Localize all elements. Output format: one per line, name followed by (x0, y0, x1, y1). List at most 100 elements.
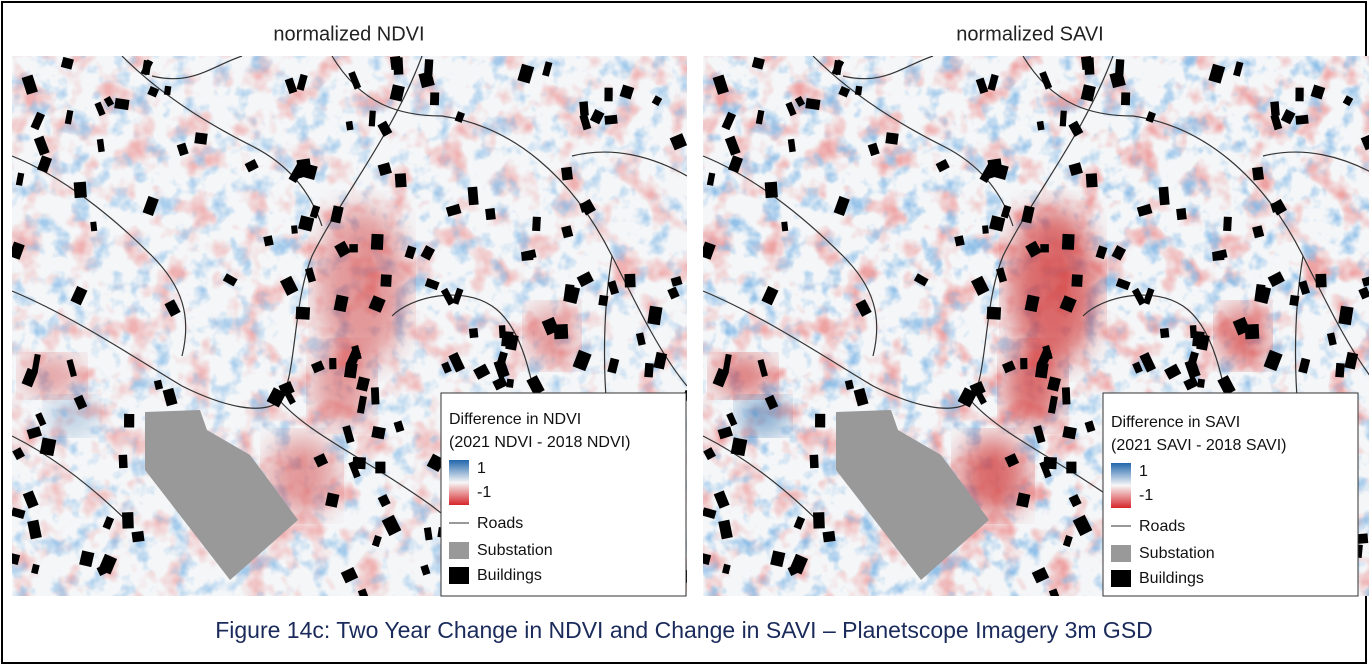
building (485, 208, 496, 220)
legend: Difference in SAVI (2021 SAVI - 2018 SAV… (1103, 393, 1358, 596)
building (982, 225, 989, 234)
building (296, 307, 311, 320)
building (375, 462, 385, 474)
legend-title: (2021 SAVI - 2018 SAVI) (1111, 437, 1287, 454)
buildings-swatch (1111, 570, 1131, 587)
building (1270, 101, 1280, 116)
building (1197, 379, 1205, 388)
building (561, 167, 573, 181)
building (1062, 387, 1071, 404)
legend-label: Substation (477, 542, 553, 559)
building (1037, 121, 1045, 131)
building (346, 121, 354, 131)
building (604, 115, 617, 125)
legend-label: Buildings (477, 567, 542, 584)
building (124, 414, 134, 428)
building (1066, 462, 1076, 474)
building (855, 86, 863, 96)
substation-swatch (449, 542, 469, 559)
legend-label: Buildings (1139, 570, 1204, 587)
change-patch (738, 398, 788, 434)
building (122, 512, 134, 529)
building (1084, 57, 1094, 75)
building (74, 182, 87, 198)
building (624, 274, 635, 288)
change-patch (1008, 206, 1098, 366)
building (1176, 208, 1187, 220)
building (1315, 274, 1326, 288)
legend-label: Roads (1139, 518, 1185, 535)
change-patch (527, 306, 577, 366)
legend-title: (2021 NDVI - 2018 NDVI) (449, 434, 630, 451)
building (987, 307, 1002, 320)
building (164, 86, 172, 96)
building (598, 295, 608, 306)
building (291, 225, 298, 234)
building (823, 531, 836, 543)
building (1040, 244, 1049, 252)
building (813, 512, 825, 529)
building (1295, 115, 1308, 125)
legend-label: Roads (477, 515, 523, 532)
building (1212, 251, 1224, 261)
colorbar (449, 460, 469, 505)
building (1335, 363, 1345, 378)
building (805, 98, 820, 110)
building (810, 455, 819, 469)
legend: Difference in NDVI (2021 NDVI - 2018 NDV… (441, 393, 686, 596)
substation-swatch (1111, 545, 1131, 562)
building (430, 92, 439, 105)
building (885, 132, 898, 145)
building (329, 358, 336, 369)
building (1159, 187, 1170, 206)
building (371, 387, 380, 404)
building (1062, 234, 1075, 250)
building (369, 110, 376, 126)
building (1190, 325, 1197, 338)
building (1357, 533, 1368, 543)
building (132, 531, 145, 543)
legend-title: Difference in SAVI (1111, 414, 1240, 431)
building (1223, 217, 1232, 232)
building (579, 101, 589, 116)
building (1295, 88, 1303, 102)
panel-title: normalized SAVI (956, 23, 1103, 45)
building (194, 132, 207, 145)
buildings-swatch (449, 567, 469, 584)
building (1060, 110, 1067, 126)
colorbar (1111, 463, 1131, 508)
change-patch (1218, 306, 1268, 366)
building (468, 187, 479, 206)
building (349, 244, 358, 252)
panel-title: normalized NDVI (273, 23, 424, 45)
building (119, 455, 128, 469)
change-patch (317, 206, 407, 366)
building (1252, 167, 1264, 181)
colorbar-min: -1 (477, 484, 491, 501)
building (1086, 173, 1098, 187)
building (781, 221, 788, 231)
building (644, 363, 654, 378)
legend-label: Substation (1139, 545, 1215, 562)
colorbar-max: 1 (477, 460, 486, 477)
building (1020, 358, 1027, 369)
colorbar-min: -1 (1139, 487, 1153, 504)
building (380, 274, 391, 287)
building (395, 173, 407, 187)
building (393, 57, 403, 75)
colorbar-max: 1 (1139, 463, 1148, 480)
building (90, 221, 97, 231)
building (521, 251, 533, 261)
caption: Figure 14c: Two Year Change in NDVI and … (215, 617, 1153, 643)
building (1121, 92, 1130, 105)
building (499, 325, 506, 338)
building (554, 324, 568, 339)
building (1071, 274, 1082, 287)
building (1289, 295, 1299, 306)
building (604, 88, 612, 102)
building (1160, 328, 1169, 338)
building (371, 234, 384, 250)
building (532, 217, 541, 232)
building (1062, 426, 1077, 439)
building (371, 426, 386, 439)
